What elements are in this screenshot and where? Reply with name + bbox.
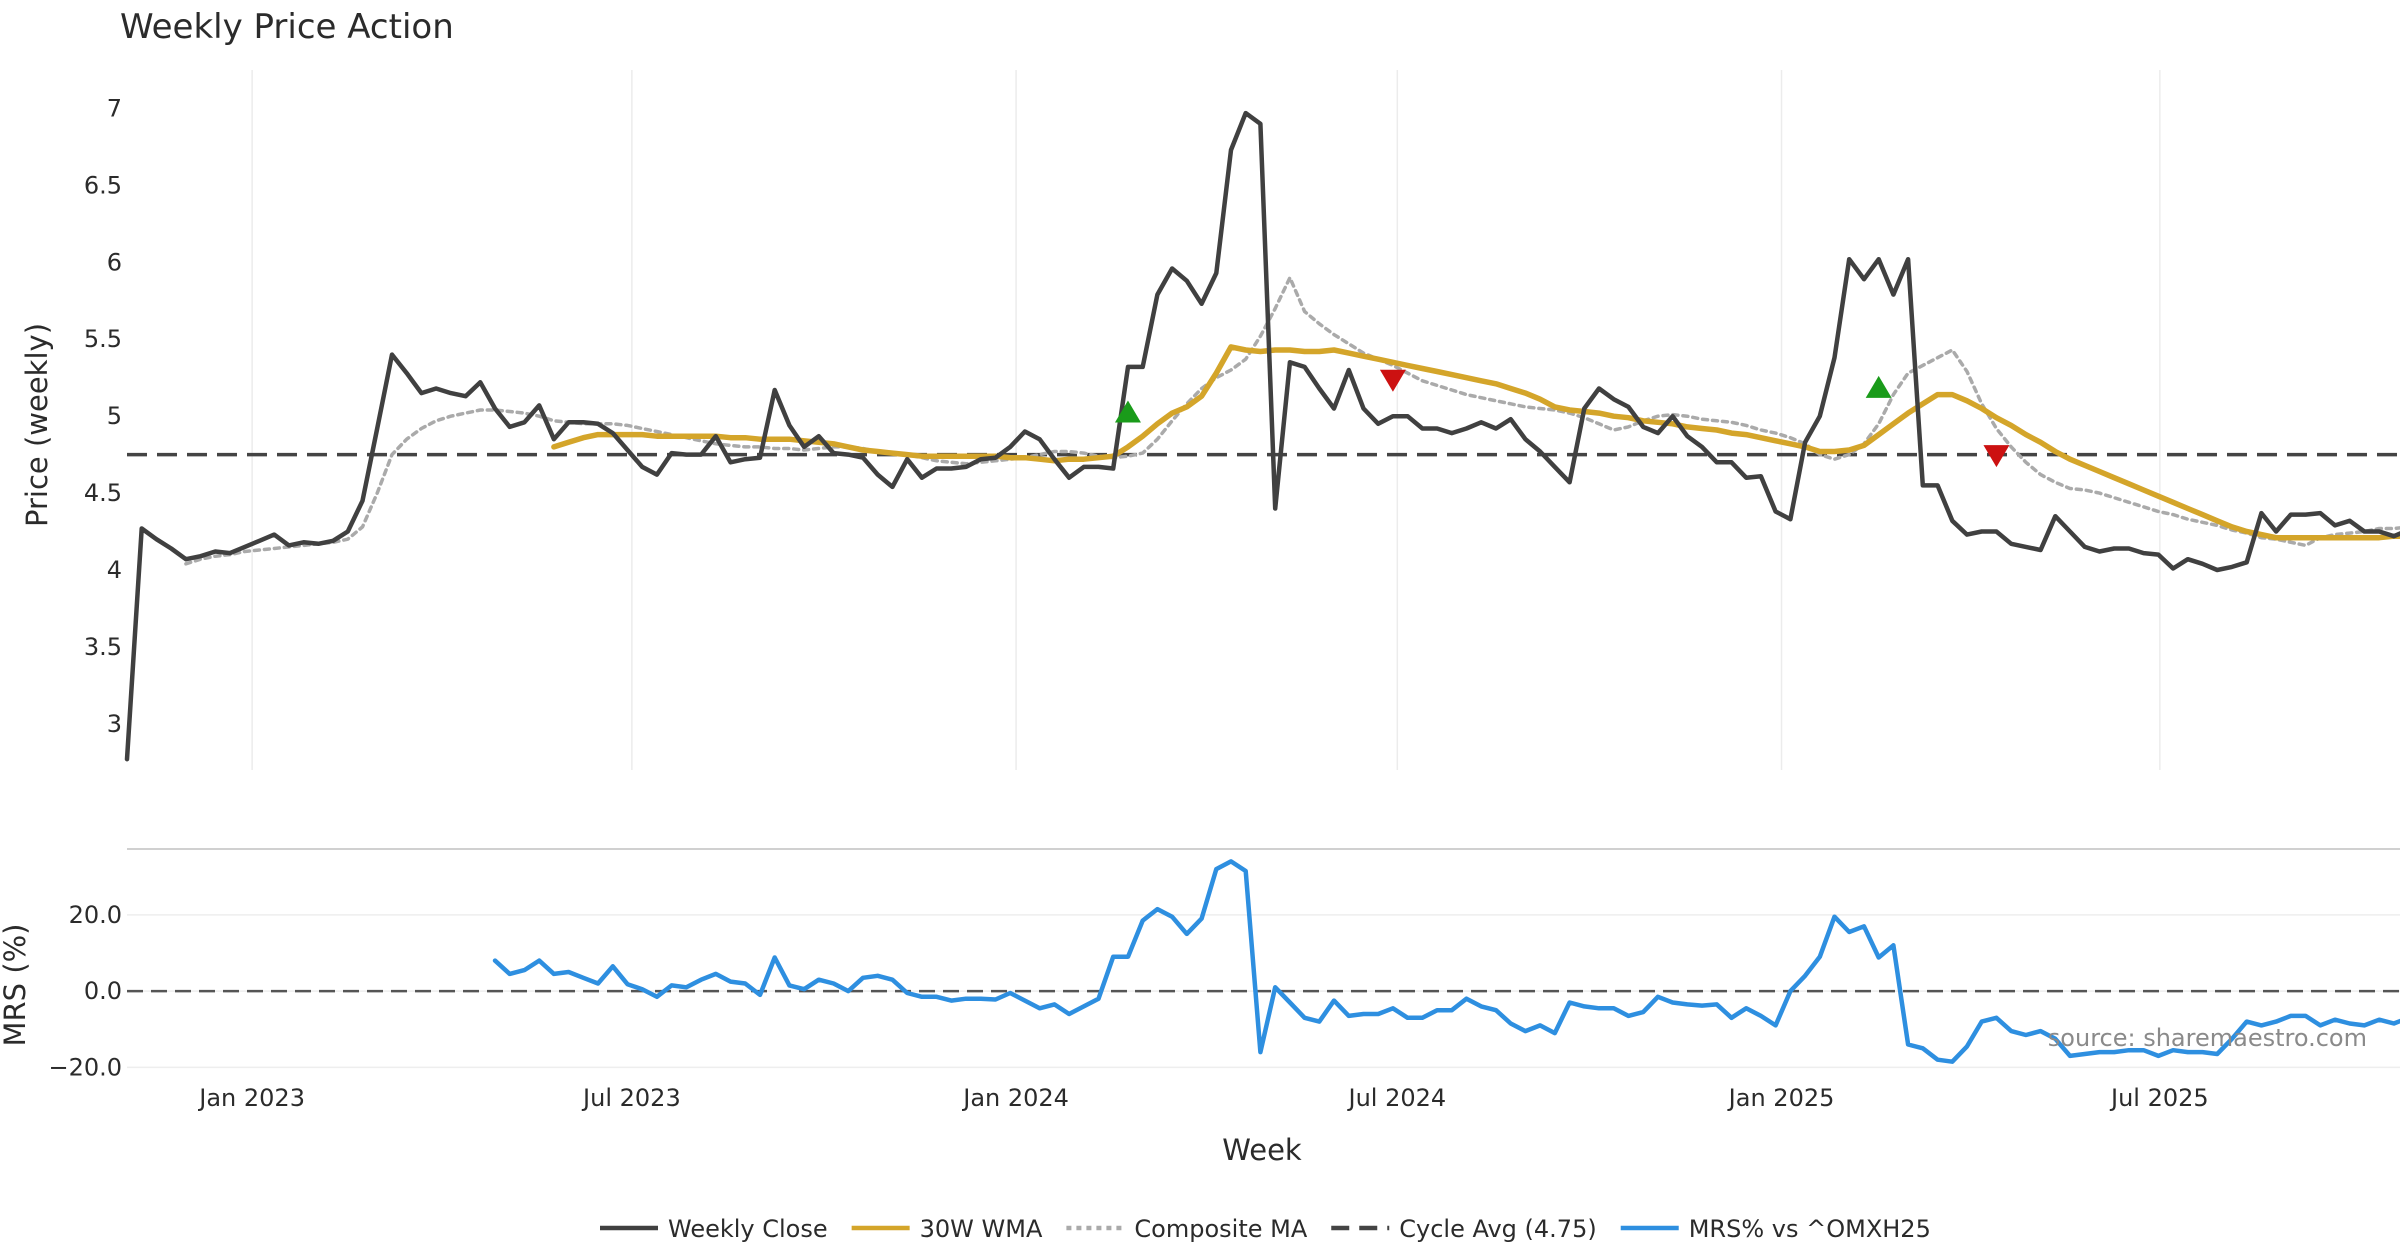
legend-item-mrs-vs-omxh25: MRS% vs ^OMXH25 (1620, 1215, 1931, 1243)
price-y-tick-label: 6 (107, 248, 122, 276)
x-tick-label: Jul 2023 (581, 1084, 681, 1112)
x-axis-title: Week (1222, 1133, 1302, 1167)
price-y-tick-label: 7 (107, 94, 122, 122)
price-y-tick-label: 4.5 (84, 479, 122, 507)
x-tick-label: Jan 2025 (1727, 1084, 1835, 1112)
mrs-y-axis-title: MRS (%) (0, 924, 32, 1047)
signal-markers (1114, 369, 2010, 468)
chart-title: Weekly Price Action (120, 7, 454, 47)
price-y-tick-labels: 3 3.5 4 4.5 5 5.5 6 6.5 7 (84, 94, 122, 737)
buy-signal-marker-0 (1114, 400, 1141, 423)
legend-label: MRS% vs ^OMXH25 (1689, 1215, 1931, 1243)
x-tick-label: Jul 2024 (1347, 1084, 1447, 1112)
source-label: source: sharemaestro.com (2048, 1024, 2367, 1052)
price-vertical-gridlines (251, 70, 2161, 770)
price-series-group (124, 110, 2400, 762)
price-y-tick-label: 5.5 (84, 325, 122, 353)
price-y-axis-title: Price (weekly) (20, 323, 54, 527)
mrs-series-group (492, 859, 2400, 1064)
price-y-tick-label: 4 (107, 556, 122, 584)
x-tick-labels: Jan 2023 Jul 2023 Jan 2024 Jul 2024 Jan 2025… (197, 1084, 2208, 1112)
mrs-y-tick-labels: −20.0 0.0 20.0 (48, 901, 122, 1082)
legend-item-weekly-close: Weekly Close (600, 1215, 828, 1243)
legend-label: Cycle Avg (4.75) (1399, 1215, 1596, 1243)
sell-signal-marker-3 (1983, 445, 2010, 468)
series-line-weekly-close (124, 110, 2400, 762)
x-tick-label: Jan 2023 (197, 1084, 305, 1112)
price-y-tick-label: 3.5 (84, 633, 122, 661)
x-tick-label: Jul 2025 (2109, 1084, 2209, 1112)
mrs-panel: −20.0 0.0 20.0 MRS (%) source: sharemaestr… (0, 848, 2400, 1167)
series-line-mrs-vs-omxh25 (492, 859, 2400, 1064)
legend-label: Weekly Close (668, 1215, 828, 1243)
legend-label: Composite MA (1134, 1215, 1307, 1243)
series-line-30w-wma (551, 344, 2400, 541)
legend-item-composite-ma: Composite MA (1066, 1215, 1308, 1243)
sell-signal-marker-1 (1379, 369, 1406, 392)
price-y-tick-label: 3 (107, 710, 122, 738)
legend-item-cycle-avg-4-75: Cycle Avg (4.75) (1331, 1215, 1597, 1243)
price-y-tick-label: 6.5 (84, 171, 122, 199)
mrs-y-tick-label: −20.0 (48, 1053, 122, 1081)
legend-label: 30W WMA (920, 1215, 1043, 1243)
x-tick-label: Jan 2024 (961, 1084, 1069, 1112)
legend: Weekly Close 30W WMA Composite MA Cycle Avg… (600, 1215, 1931, 1243)
price-panel: Weekly Price Action 3 3.5 4 4.5 5 5.5 6 6.5 7 Pr… (20, 7, 2400, 770)
mrs-y-tick-label: 0.0 (84, 977, 122, 1005)
mrs-y-tick-label: 20.0 (69, 901, 122, 929)
buy-signal-marker-2 (1865, 375, 1892, 398)
price-y-tick-label: 5 (107, 402, 122, 430)
legend-item-30w-wma: 30W WMA (851, 1215, 1043, 1243)
series-line-composite-ma (184, 275, 2400, 566)
